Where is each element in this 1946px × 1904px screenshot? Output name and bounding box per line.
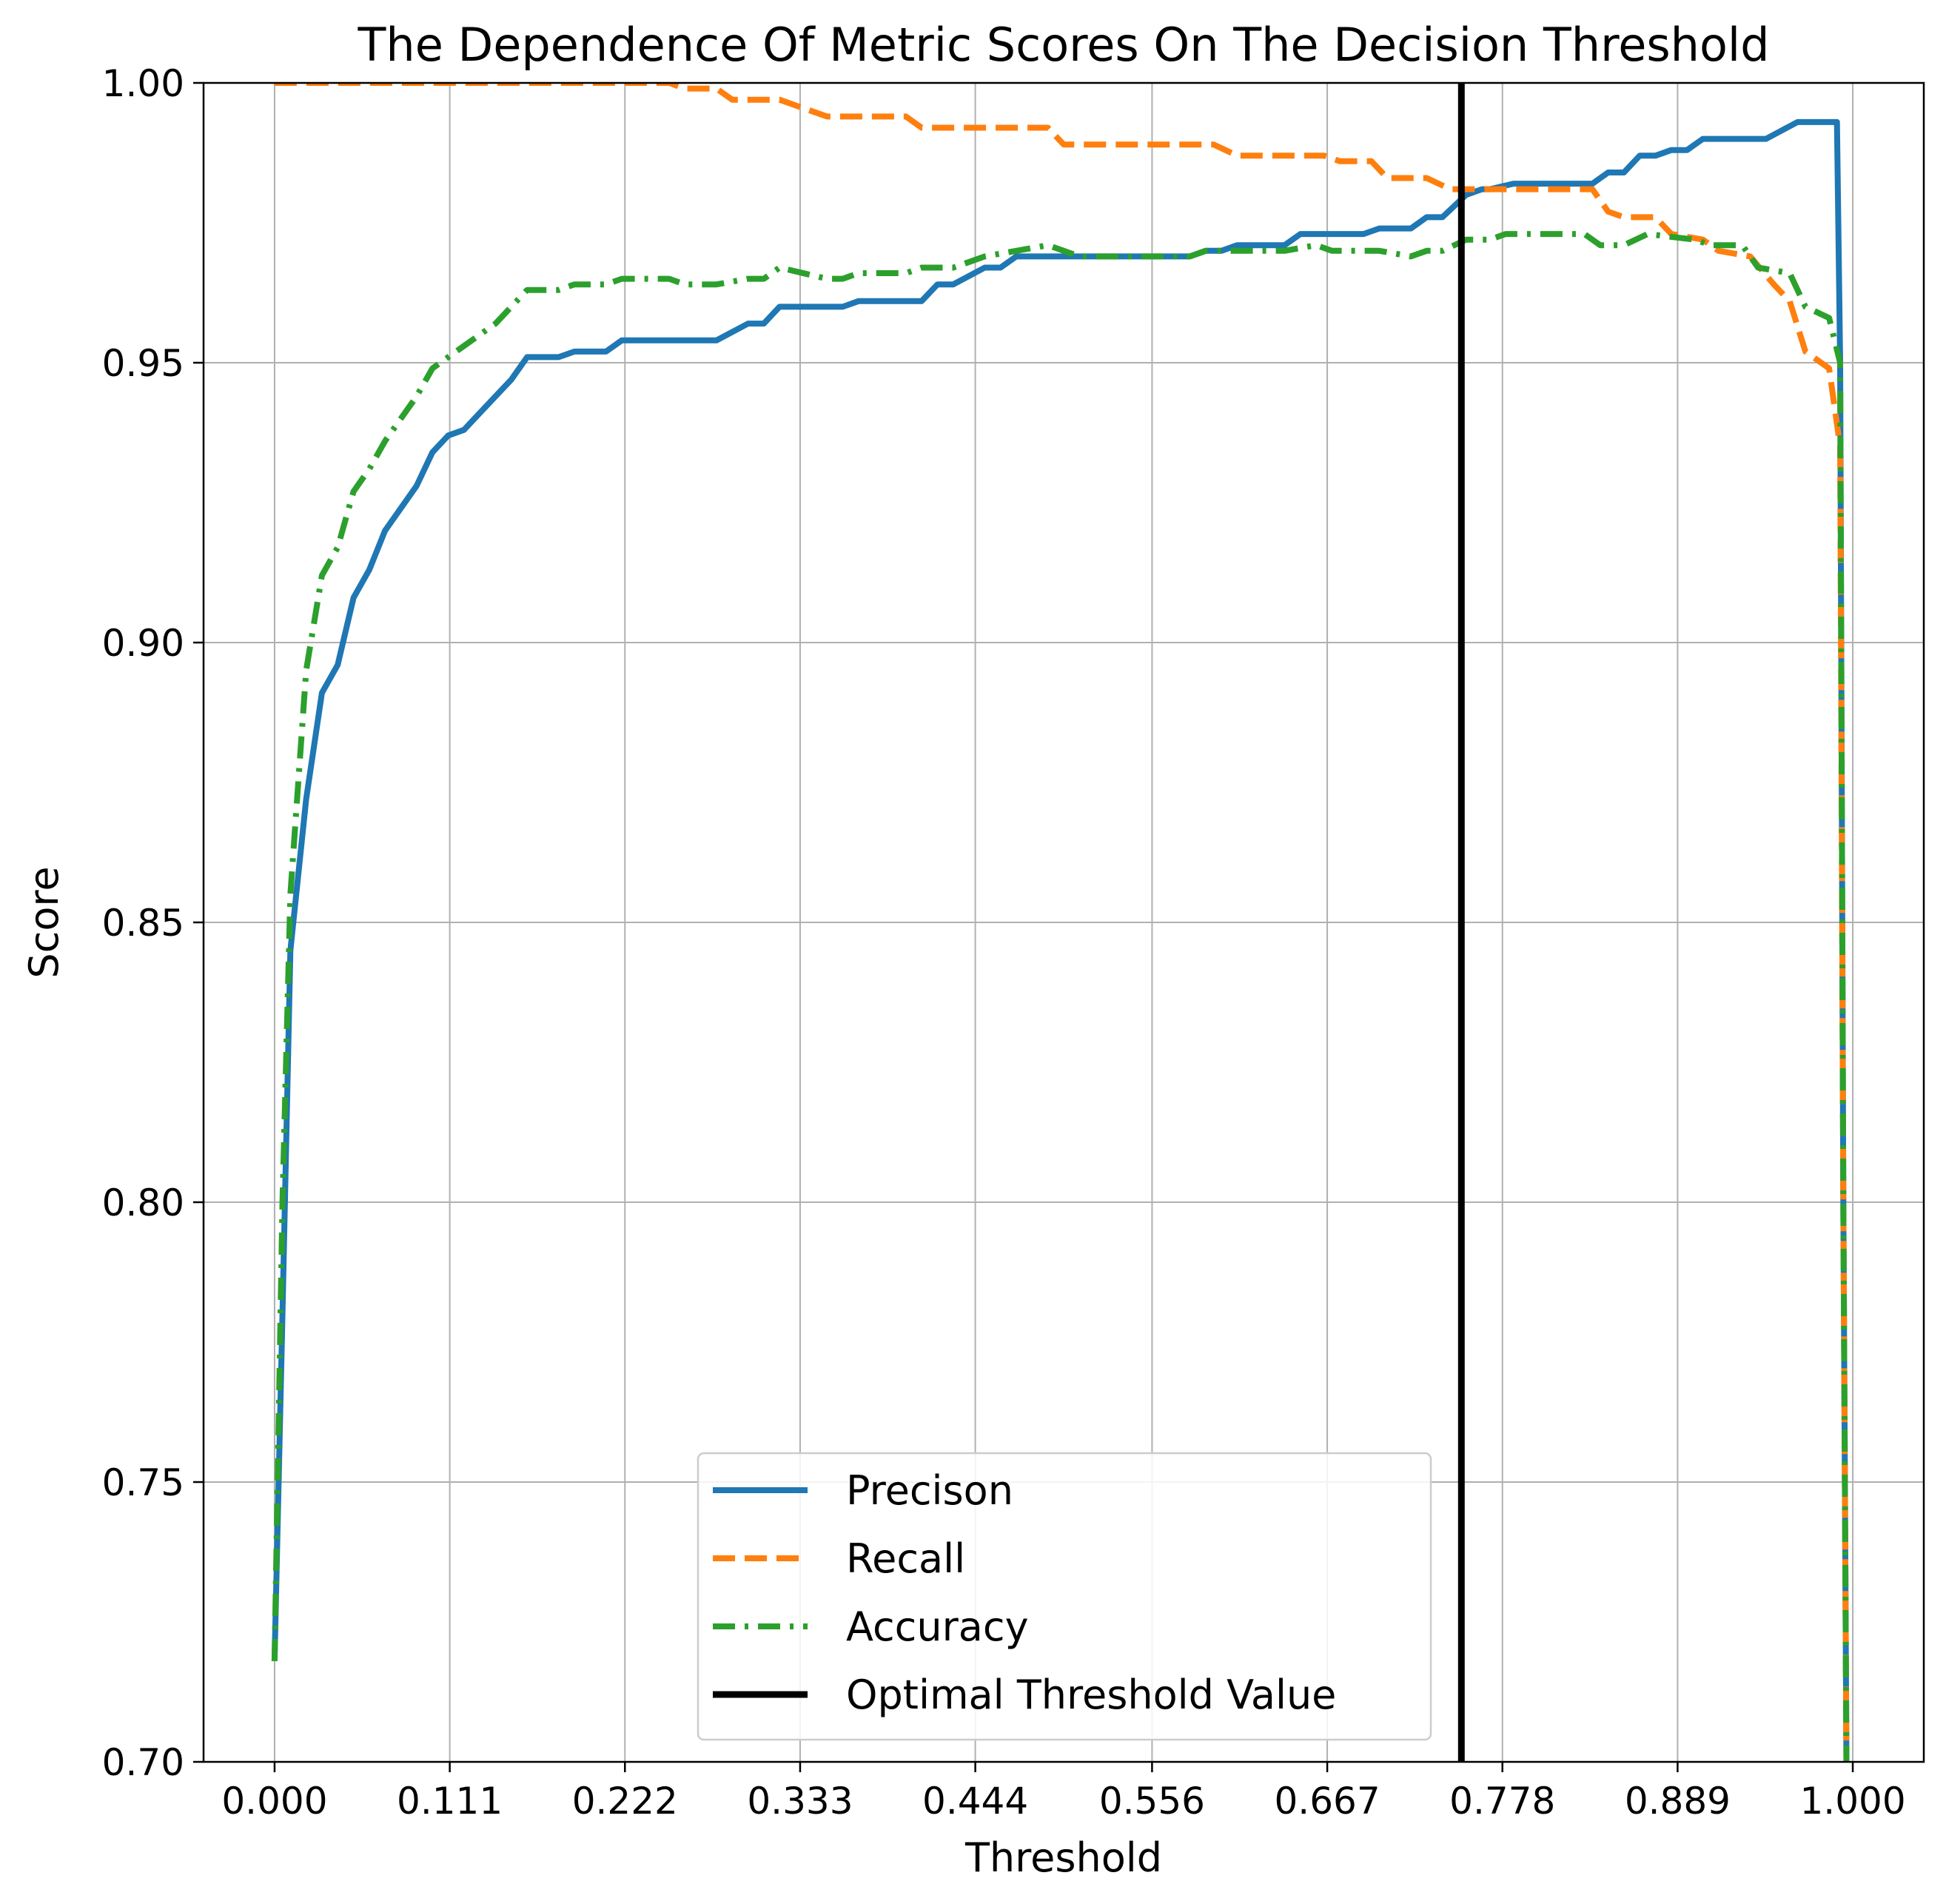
y-tick-label: 0.80 [102,1181,184,1224]
y-axis-label: Score [21,866,67,978]
x-axis-label: Threshold [964,1834,1162,1881]
legend-label: Accuracy [846,1603,1029,1650]
y-tick-label: 0.95 [102,342,184,385]
y-tick-label: 1.00 [102,62,184,105]
plot-area [271,83,1850,1762]
y-tick-label: 0.90 [102,622,184,665]
x-tick-label: 0.111 [397,1780,503,1823]
x-tick-label: 0.667 [1274,1780,1380,1823]
x-tick-label: 1.000 [1799,1780,1905,1823]
legend-label: Optimal Threshold Value [846,1672,1336,1718]
x-tick-label: 0.556 [1099,1780,1205,1823]
series-line-recall [274,83,1850,1762]
series-line-accuracy [271,231,1850,1762]
y-tick-label: 0.70 [102,1741,184,1784]
legend: Precison Recall Accuracy Optimal Threshold … [697,1452,1432,1741]
legend-label: Recall [846,1535,965,1582]
chart-title: The Dependence Of Metric Scores On The D… [358,18,1770,72]
x-tick-label: 0.222 [572,1780,678,1823]
x-tick-label: 0.444 [922,1780,1028,1823]
series-line-precison [271,118,1850,1762]
x-tick-label: 0.000 [221,1780,327,1823]
y-tick-label: 0.85 [102,902,184,945]
x-tick-label: 0.333 [747,1780,853,1823]
y-tick-label: 0.75 [102,1461,184,1504]
x-tick-label: 0.889 [1625,1780,1731,1823]
x-tick-label: 0.778 [1449,1780,1555,1823]
axis-ticks: 0.000 0.111 0.222 0.333 0.444 0.556 0.667 0.778… [102,62,1906,1823]
legend-label: Precison [846,1467,1013,1514]
legend-box [697,1452,1432,1741]
